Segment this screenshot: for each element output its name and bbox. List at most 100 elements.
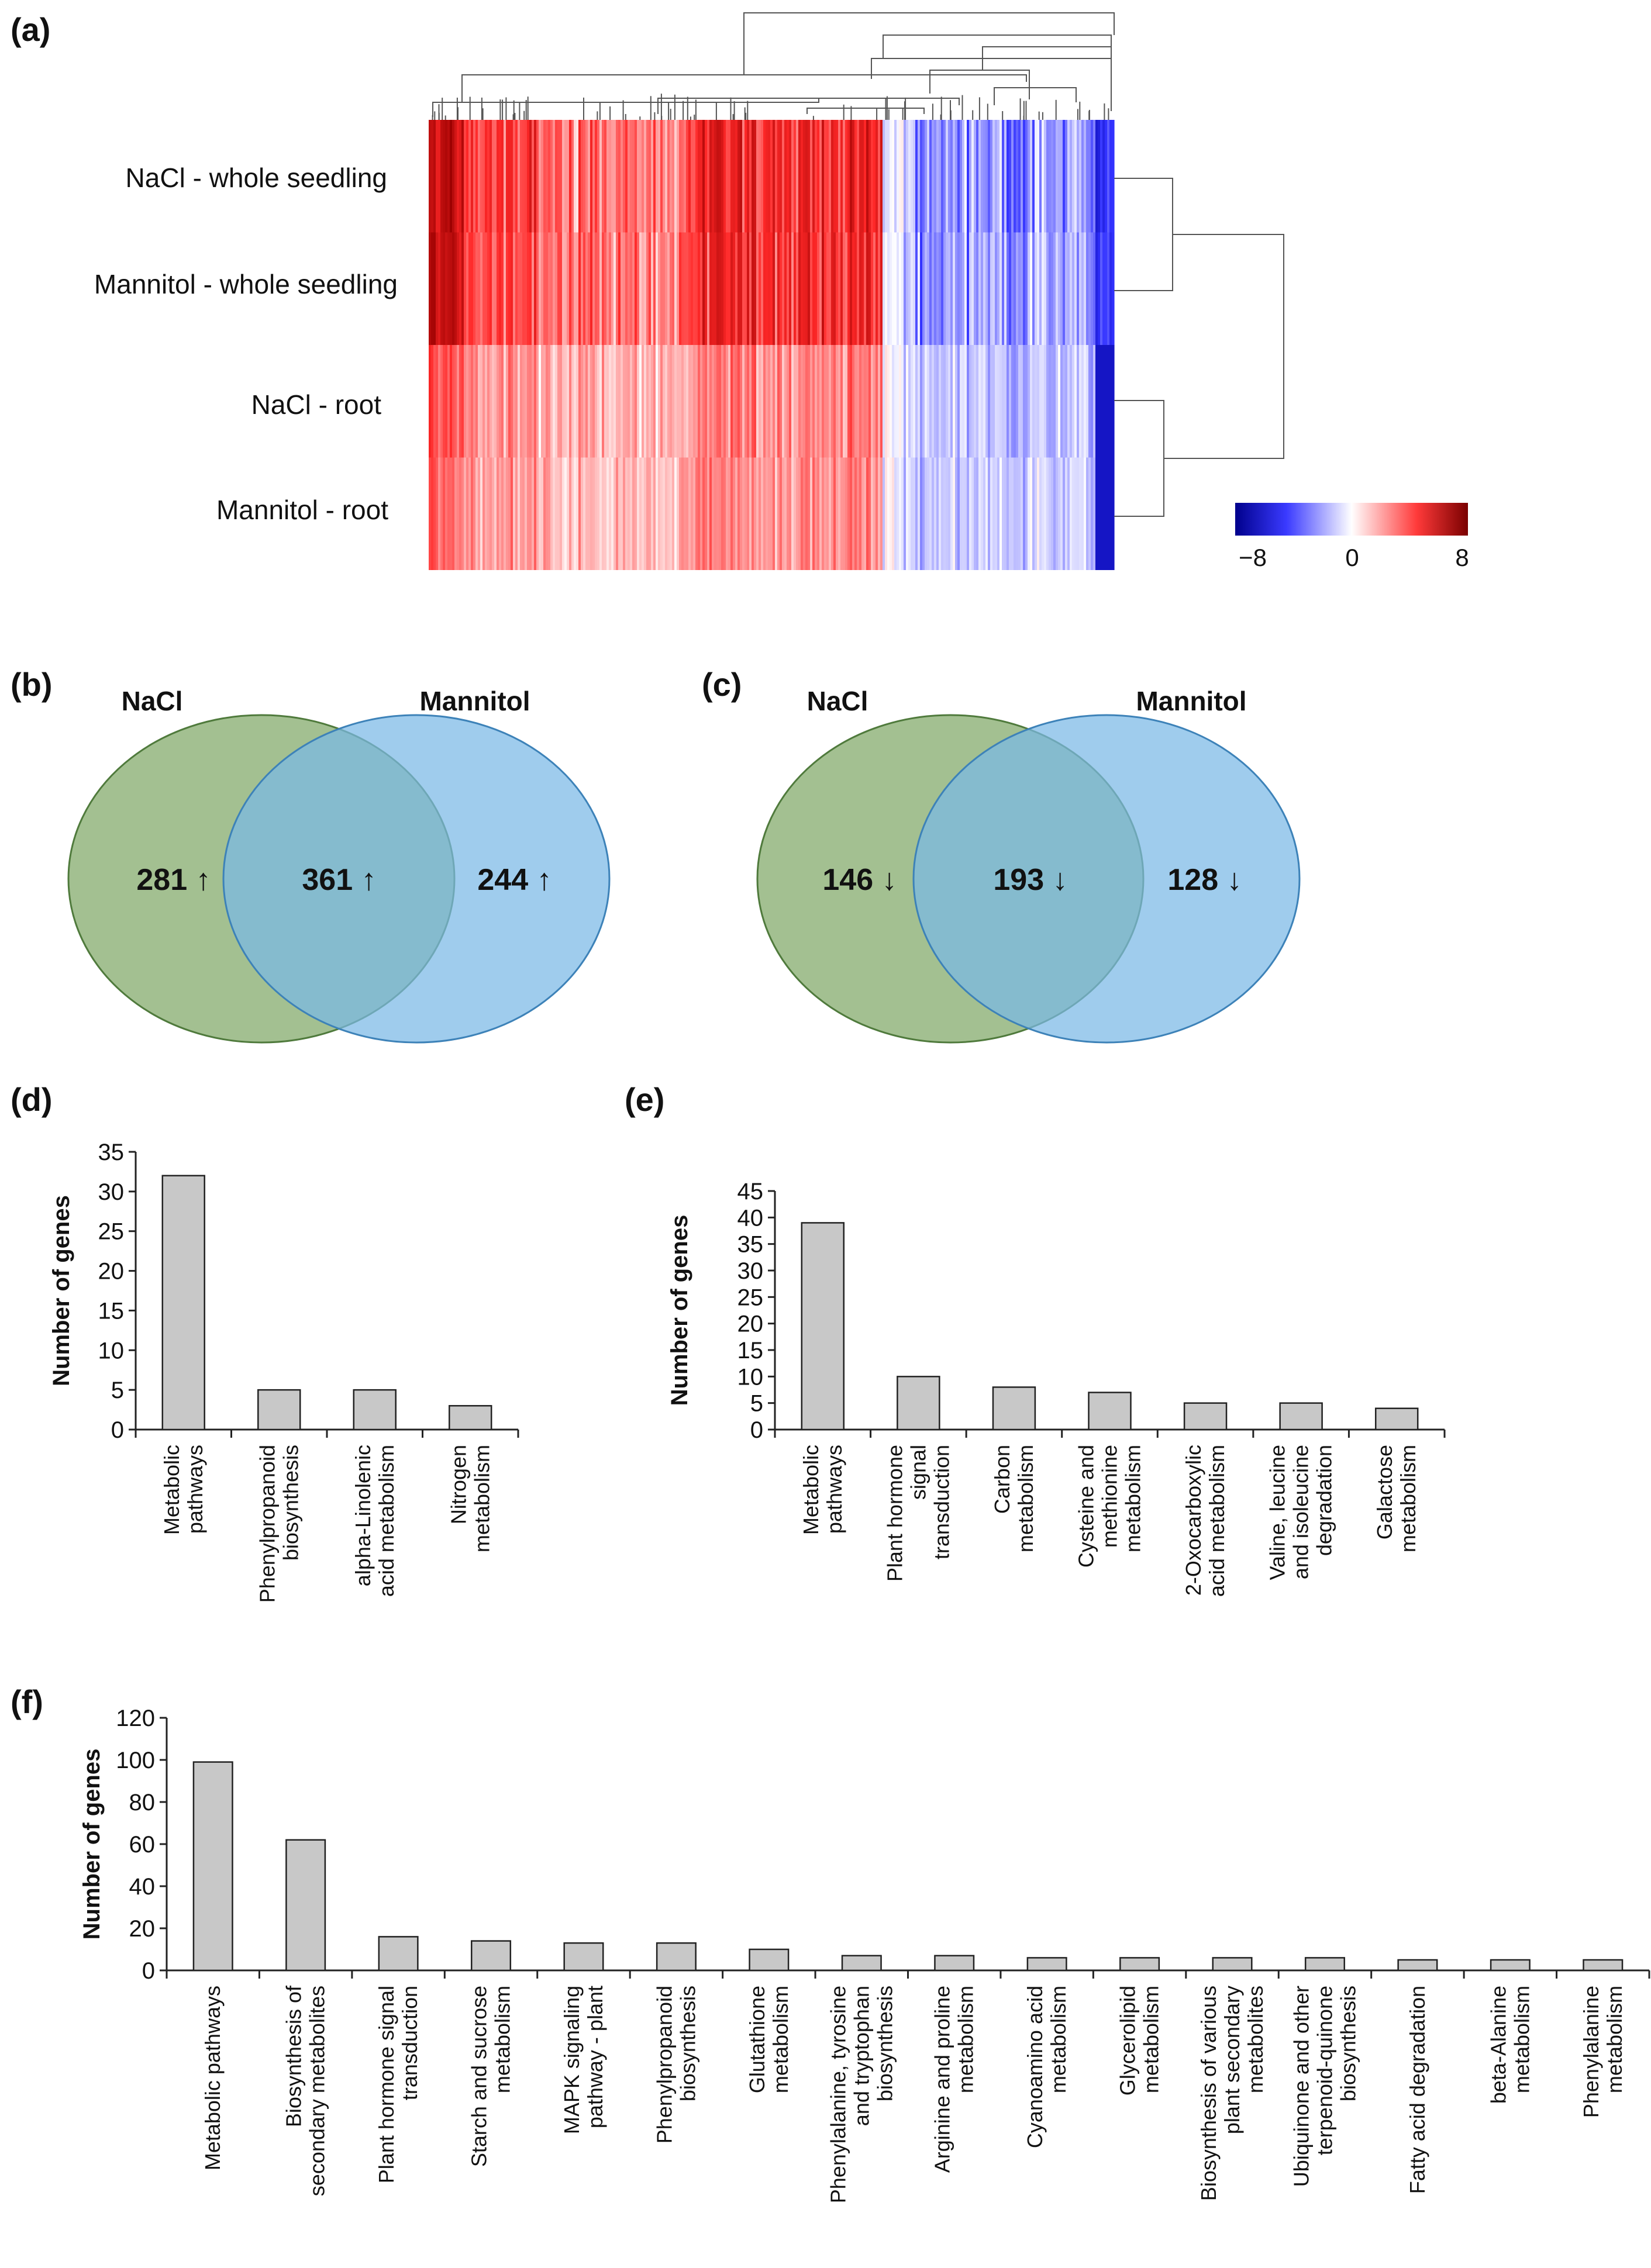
x-category-line: metabolism bbox=[1046, 1986, 1070, 2093]
panel-label-f: (f) bbox=[11, 1683, 43, 1720]
y-tick-label-e: 35 bbox=[737, 1232, 764, 1258]
y-axis-title-d: Number of genes bbox=[49, 1195, 74, 1386]
x-category-line: Phenylpropanoid bbox=[652, 1986, 676, 2143]
venn-up-mannitol-only-count: 244 ↑ bbox=[477, 863, 552, 897]
x-category-label-f-6: Phenylpropanoid biosynthesis bbox=[652, 1986, 699, 2143]
venn-down-mannitol-circle bbox=[912, 714, 1301, 1044]
y-axis-title-e: Number of genes bbox=[667, 1215, 692, 1406]
bar-f-12 bbox=[1212, 1957, 1253, 1972]
y-axis-title-f: Number of genes bbox=[79, 1749, 105, 1940]
x-category-line: plant secondary bbox=[1220, 1986, 1244, 2134]
y-tick-label-d: 30 bbox=[98, 1179, 125, 1205]
x-category-label-e-5: 2-Oxocarboxylic acid metabolism bbox=[1181, 1445, 1229, 1597]
x-category-line: Carbon bbox=[990, 1445, 1014, 1514]
x-category-line: metabolism bbox=[1509, 1986, 1533, 2093]
panel-label-d: (d) bbox=[11, 1081, 53, 1118]
x-category-line: Nitrogen bbox=[446, 1445, 470, 1524]
x-category-line: beta-Alanine bbox=[1486, 1986, 1510, 2104]
y-tick-label-d: 5 bbox=[111, 1378, 124, 1403]
venn-up-right-title: Mannitol bbox=[419, 686, 530, 716]
venn-down-panel: (c) NaCl Mannitol 146 ↓ 193 ↓ 128 ↓ bbox=[702, 666, 1301, 1044]
venn-down-mannitol-only-count: 128 ↓ bbox=[1167, 863, 1242, 897]
x-category-label-f-14: Fatty acid degradation bbox=[1405, 1986, 1429, 2194]
bar-f-1 bbox=[192, 1761, 233, 1972]
x-category-line: Biosynthesis of bbox=[282, 1985, 306, 2127]
bar-f-8 bbox=[841, 1955, 882, 1972]
x-category-line: Ubiquinone and other bbox=[1289, 1986, 1313, 2187]
venn-down-nacl-only-count: 146 ↓ bbox=[822, 863, 897, 897]
y-tick-label-f: 100 bbox=[116, 1748, 155, 1773]
x-category-line: transduction bbox=[929, 1445, 953, 1559]
bar-f-14 bbox=[1397, 1959, 1438, 1972]
x-category-line: 2-Oxocarboxylic bbox=[1181, 1445, 1205, 1596]
x-category-label-d-1: Metabolic pathways bbox=[160, 1445, 207, 1535]
row-dendrogram bbox=[1114, 178, 1284, 517]
y-tick-label-d: 0 bbox=[111, 1417, 124, 1443]
bar-f-4 bbox=[471, 1940, 512, 1972]
y-tick-label-e: 0 bbox=[750, 1417, 763, 1443]
y-tick-label-e: 15 bbox=[737, 1338, 764, 1363]
x-category-label-e-3: Carbon metabolism bbox=[990, 1445, 1038, 1552]
venn-down-overlap-count: 193 ↓ bbox=[993, 863, 1067, 897]
x-category-label-d-2: Phenylpropanoid biosynthesis bbox=[255, 1445, 302, 1603]
bar-f-3 bbox=[378, 1936, 419, 1972]
x-category-label-e-6: Valine, leucine and isoleucine degradation bbox=[1266, 1445, 1336, 1580]
venn-down-left-title: NaCl bbox=[807, 686, 868, 716]
x-category-label-f-8: Phenylalanine, tyrosine and tryptophan bio… bbox=[826, 1986, 897, 2203]
y-tick-label-e: 25 bbox=[737, 1285, 764, 1310]
bar-f-13 bbox=[1304, 1957, 1345, 1972]
x-category-line: Metabolic bbox=[799, 1445, 823, 1535]
x-category-line: Plant hormone bbox=[883, 1445, 907, 1582]
colorbar-tick-max: 8 bbox=[1455, 544, 1469, 571]
x-category-line: pathways bbox=[183, 1445, 207, 1534]
bar-e-1 bbox=[801, 1222, 845, 1431]
y-tick-label-e: 10 bbox=[737, 1364, 764, 1390]
bar-e-2 bbox=[897, 1376, 940, 1431]
x-category-line: Phenylalanine, tyrosine bbox=[826, 1986, 850, 2203]
x-category-label-d-3: alpha-Linolenic acid metabolism bbox=[351, 1445, 398, 1597]
venn-up-nacl-only-count: 281 ↑ bbox=[136, 863, 211, 897]
bar-f-6 bbox=[656, 1942, 697, 1972]
x-category-line: Cyanoamino acid bbox=[1023, 1986, 1047, 2148]
heatmap-row-label-4: Mannitol - root bbox=[216, 495, 388, 525]
x-category-line: degradation bbox=[1312, 1445, 1336, 1556]
heatmap-row-label-2: Mannitol - whole seedling bbox=[94, 269, 398, 299]
bar-f-9 bbox=[934, 1955, 975, 1972]
x-category-line: pathway - plant bbox=[583, 1986, 607, 2128]
x-category-line: metabolism bbox=[1139, 1986, 1163, 2093]
heatmap-cells bbox=[429, 120, 1115, 570]
y-tick-label-f: 0 bbox=[142, 1958, 155, 1984]
x-category-label-f-12: Biosynthesis of various plant secondary me… bbox=[1197, 1986, 1267, 2201]
x-category-label-e-7: Galactose metabolism bbox=[1373, 1445, 1420, 1552]
x-category-line: pathways bbox=[822, 1445, 846, 1534]
x-category-line: metabolism bbox=[1602, 1986, 1626, 2093]
x-category-line: Arginine and proline bbox=[930, 1986, 954, 2173]
colorbar-tick-zero: 0 bbox=[1345, 544, 1359, 571]
x-category-line: acid metabolism bbox=[1205, 1445, 1229, 1597]
bar-f-15 bbox=[1490, 1959, 1531, 1972]
x-category-line: metabolism bbox=[954, 1986, 978, 2093]
bar-f-7 bbox=[749, 1948, 790, 1972]
y-tick-label-f: 60 bbox=[129, 1832, 156, 1858]
bar-chart-d: (d) Number of genes 0 5 10 15 20 25 30 35 Metaboli… bbox=[11, 1081, 519, 1603]
x-category-label-f-2: Biosynthesis of secondary metabolites bbox=[282, 1985, 329, 2196]
y-tick-label-e: 5 bbox=[750, 1391, 763, 1417]
y-tick-label-e: 40 bbox=[737, 1205, 764, 1231]
x-category-label-f-4: Starch and sucrose metabolism bbox=[467, 1986, 515, 2167]
bar-f-2 bbox=[285, 1839, 326, 1972]
bar-e-7 bbox=[1374, 1407, 1419, 1431]
x-category-label-f-7: Glutathione metabolism bbox=[745, 1986, 792, 2093]
y-tick-label-d: 10 bbox=[98, 1338, 125, 1363]
bar-f-16 bbox=[1583, 1959, 1624, 1972]
bar-e-4 bbox=[1088, 1392, 1132, 1431]
colorbar-tick-min: −8 bbox=[1239, 544, 1267, 571]
x-category-label-f-1: Metabolic pathways bbox=[201, 1986, 225, 2170]
bar-f-10 bbox=[1026, 1957, 1067, 1972]
x-category-line: signal bbox=[906, 1445, 930, 1500]
x-category-line: Galactose bbox=[1373, 1445, 1397, 1539]
x-category-line: metabolism bbox=[1121, 1445, 1145, 1552]
x-category-line: and isoleucine bbox=[1289, 1445, 1313, 1579]
x-category-label-f-10: Cyanoamino acid metabolism bbox=[1023, 1986, 1070, 2148]
y-tick-label-d: 15 bbox=[98, 1298, 125, 1324]
